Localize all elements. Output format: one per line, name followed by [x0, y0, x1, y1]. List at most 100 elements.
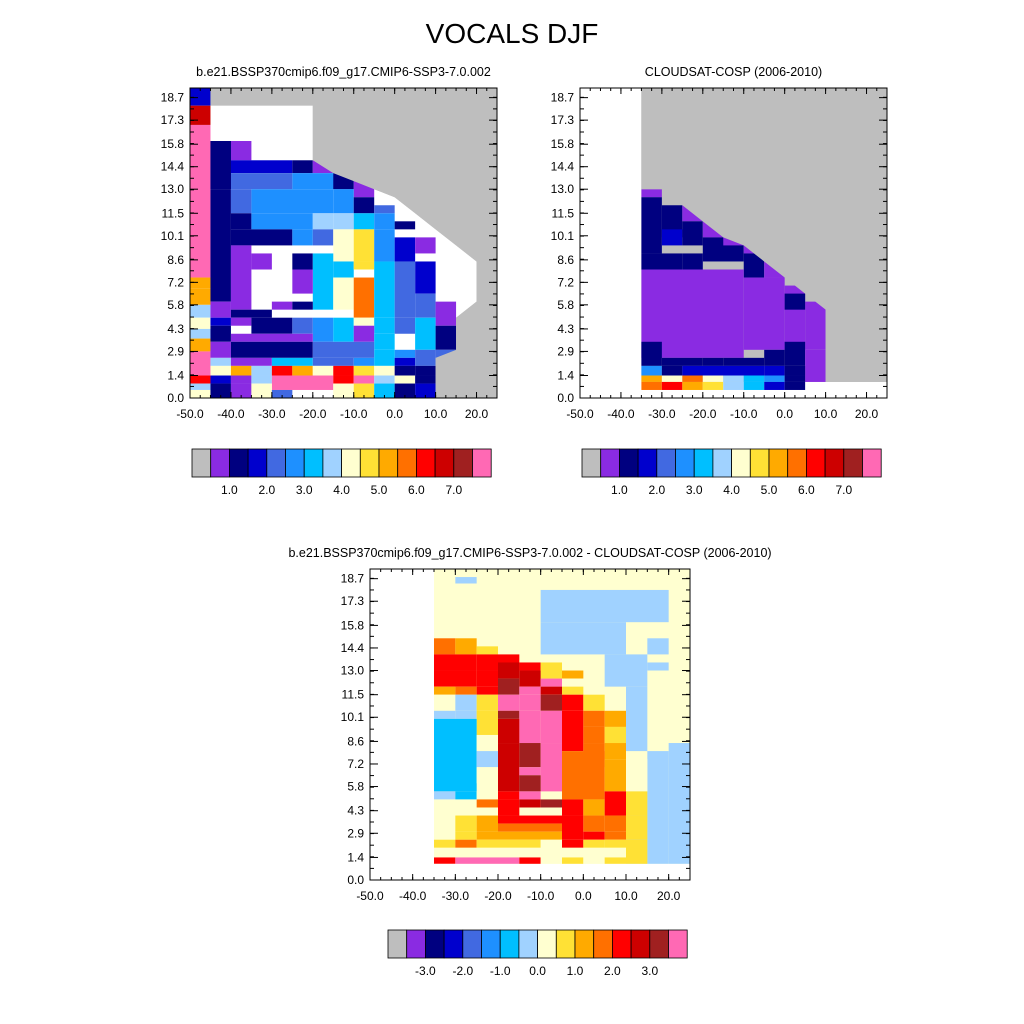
heatmap-cell: [292, 365, 313, 376]
heatmap-cell: [764, 381, 785, 390]
colorbar-swatch: [581, 448, 602, 478]
heatmap-cell: [230, 141, 252, 161]
heatmap-cell: [333, 383, 354, 398]
panel-title: CLOUDSAT-COSP (2006-2010): [645, 65, 822, 79]
x-tick-label: -10.0: [527, 889, 555, 903]
heatmap-cell: [434, 857, 456, 864]
heatmap-cell: [583, 857, 605, 864]
heatmap-cell: [626, 759, 648, 792]
heatmap-cell: [498, 857, 520, 864]
heatmap-cell: [415, 375, 436, 384]
colorbar-swatch: [749, 448, 770, 478]
heatmap-cell: [498, 743, 520, 792]
heatmap-cell: [476, 847, 498, 858]
heatmap-cell: [353, 197, 375, 214]
colorbar-label: 6.0: [408, 483, 425, 497]
heatmap-cell: [434, 799, 477, 816]
heatmap-cell: [190, 328, 211, 339]
heatmap-cell: [353, 213, 375, 230]
colorbar-label: 3.0: [296, 483, 313, 497]
heatmap-cell: [519, 743, 541, 768]
heatmap-cell: [476, 734, 498, 752]
x-tick-label: 10.0: [424, 407, 448, 421]
heatmap-cell: [540, 622, 626, 655]
heatmap-cell: [353, 261, 375, 270]
heatmap-cell: [540, 839, 562, 848]
heatmap-cell: [190, 389, 211, 398]
colorbar-swatch: [574, 929, 595, 959]
colorbar-label: 3.0: [641, 964, 658, 978]
colorbar-label: 5.0: [761, 483, 778, 497]
heatmap-cell: [540, 743, 562, 792]
y-tick-label: 1.4: [167, 369, 184, 383]
colorbar-swatch: [637, 448, 658, 478]
heatmap-cell: [583, 815, 605, 832]
heatmap-cell: [333, 277, 354, 310]
y-tick-label: 17.3: [551, 113, 575, 127]
heatmap-cell: [498, 710, 520, 719]
heatmap-cell: [641, 341, 662, 366]
heatmap-cell: [251, 213, 313, 230]
heatmap-cell: [394, 261, 416, 318]
heatmap-cell: [702, 381, 724, 390]
heatmap-cell: [562, 857, 584, 864]
heatmap-cell: [668, 743, 690, 864]
y-tick-label: 13.0: [551, 182, 575, 196]
heatmap-cell: [562, 670, 584, 679]
heatmap-cell: [415, 349, 436, 366]
heatmap-cell: [540, 678, 562, 687]
colorbar-swatch: [359, 448, 380, 478]
heatmap-cell: [604, 710, 626, 727]
x-tick-label: -30.0: [648, 407, 676, 421]
colorbar-label: 3.0: [686, 483, 703, 497]
heatmap-cell: [661, 375, 683, 382]
heatmap-cell: [562, 839, 584, 848]
heatmap-cell: [415, 365, 436, 376]
heatmap-cell: [251, 253, 272, 270]
heatmap-cell: [723, 375, 744, 382]
heatmap-cell: [604, 759, 626, 792]
heatmap-cell: [702, 357, 724, 366]
colorbar-swatch: [518, 929, 539, 959]
colorbar-swatch: [434, 448, 455, 478]
x-tick-label: -40.0: [217, 407, 245, 421]
y-tick-label: 8.6: [167, 253, 184, 267]
heatmap-cell: [333, 365, 354, 376]
heatmap-cell: [476, 791, 498, 800]
heatmap-cell: [353, 317, 375, 326]
heatmap-cell: [415, 383, 436, 398]
heatmap-cell: [583, 831, 605, 840]
x-tick-label: -50.0: [176, 407, 204, 421]
heatmap-cell: [641, 365, 662, 376]
colorbar-swatch: [341, 448, 361, 478]
heatmap-cell: [682, 381, 703, 390]
heatmap-cell: [604, 839, 626, 848]
heatmap-cell: [190, 304, 211, 318]
heatmap-cell: [498, 662, 520, 679]
heatmap-cell: [562, 710, 584, 752]
heatmap-cell: [434, 815, 456, 832]
heatmap-cell: [353, 277, 375, 318]
heatmap-cell: [641, 381, 662, 390]
x-tick-label: -30.0: [258, 407, 286, 421]
heatmap-cell: [230, 160, 293, 174]
heatmap-cell: [415, 261, 436, 294]
colorbar-swatch: [843, 448, 863, 478]
heatmap-cell: [743, 381, 765, 390]
y-tick-label: 7.2: [557, 275, 574, 289]
y-tick-label: 4.3: [347, 804, 364, 818]
heatmap-cell: [583, 694, 605, 711]
heatmap-cell: [519, 686, 541, 695]
x-tick-label: 20.0: [657, 889, 681, 903]
heatmap-cell: [604, 654, 648, 687]
heatmap-cell: [562, 686, 584, 695]
y-tick-label: 0.0: [167, 391, 184, 405]
heatmap-cell: [498, 678, 520, 695]
panel-3: b.e21.BSSP370cmip6.f09_g17.CMIP6-SSP3-7.…: [288, 546, 771, 978]
heatmap-cell: [641, 197, 662, 254]
heatmap-cell: [210, 141, 231, 190]
x-tick-label: 0.0: [776, 407, 793, 421]
x-tick-label: -30.0: [442, 889, 470, 903]
heatmap-cell: [394, 221, 416, 230]
colorbar-swatch: [656, 448, 676, 478]
